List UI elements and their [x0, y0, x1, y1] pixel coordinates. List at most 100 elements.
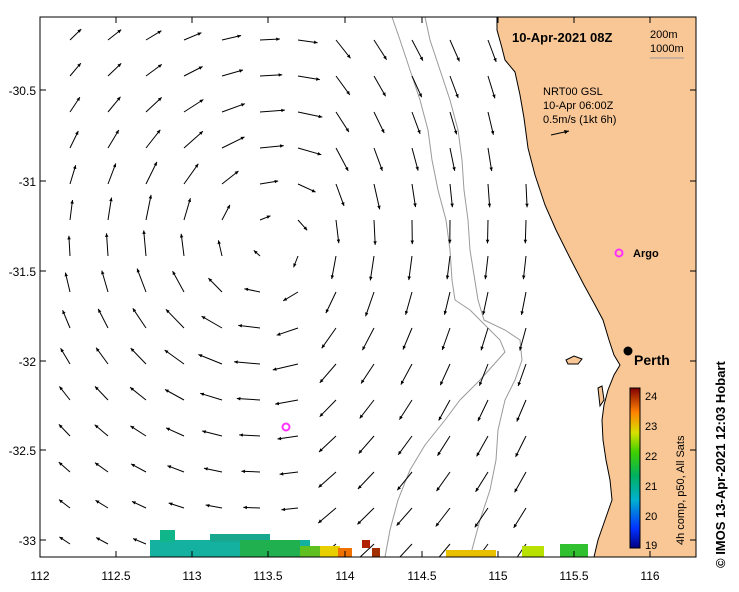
current-arrowhead	[365, 312, 368, 316]
current-arrow	[137, 269, 146, 292]
lon-tick-label: 115	[488, 569, 507, 583]
colorbar-tick-label: 24	[645, 391, 657, 403]
current-arrowhead	[488, 204, 491, 208]
sst-patches	[150, 530, 588, 557]
current-arrow	[370, 256, 374, 280]
current-arrowhead	[67, 236, 71, 240]
colorbar-scale	[630, 388, 640, 548]
current-arrow	[165, 350, 184, 364]
current-arrow	[146, 162, 157, 184]
lat-tick-label: -31	[19, 175, 37, 189]
current-arrowhead	[452, 167, 455, 171]
current-arrow	[298, 112, 322, 117]
sst-patch	[160, 530, 175, 542]
current-arrow	[146, 195, 151, 220]
current-arrowhead	[113, 163, 116, 167]
current-arrow	[166, 309, 184, 328]
sst-patch	[372, 548, 380, 557]
current-arrow	[144, 230, 146, 256]
lat-tick-label: -32.5	[9, 444, 37, 458]
isobath-200m	[425, 17, 522, 557]
sst-patch	[362, 540, 370, 548]
current-arrowhead	[318, 115, 322, 118]
current-arrowhead	[380, 167, 383, 171]
current-arrowhead	[373, 241, 377, 245]
current-arrowhead	[396, 557, 400, 561]
current-arrow	[336, 148, 348, 171]
colorbar-tick-label: 21	[645, 481, 657, 493]
current-arrow	[222, 104, 245, 112]
current-arrow	[322, 328, 336, 348]
map-title: 10-Apr-2021 08Z	[512, 30, 612, 45]
current-arrowhead	[491, 131, 494, 135]
current-arrowhead	[486, 240, 490, 244]
current-arrowhead	[331, 275, 334, 279]
current-arrowhead	[493, 58, 496, 62]
current-arrowhead	[455, 94, 458, 98]
current-vectors	[59, 29, 529, 563]
island	[566, 356, 582, 364]
sst-patch	[446, 550, 496, 557]
product-time: 10-Apr 06:00Z	[543, 100, 614, 112]
current-arrow	[133, 308, 146, 328]
current-arrow	[198, 355, 222, 365]
lon-tick-label: 113	[182, 569, 201, 583]
current-arrow	[320, 364, 336, 383]
lon-tick-label: 116	[640, 569, 659, 583]
lat-tick-label: -33	[19, 534, 37, 548]
current-arrowhead	[204, 467, 208, 470]
current-arrowhead	[273, 367, 277, 370]
sst-patch	[522, 546, 544, 557]
current-arrowhead	[518, 382, 521, 386]
lon-tick-label: 114.5	[407, 569, 436, 583]
current-arrowhead	[281, 109, 285, 112]
current-arrowhead	[525, 204, 529, 208]
current-arrowhead	[239, 433, 243, 436]
current-arrowhead	[513, 559, 516, 563]
current-arrowhead	[244, 288, 248, 291]
current-arrow	[184, 164, 198, 184]
current-arrowhead	[277, 332, 281, 335]
current-map: 112 112.5 113 113.5 114 114.5 115 115.5 …	[0, 0, 739, 592]
current-arrow	[374, 148, 382, 171]
current-arrow	[222, 137, 245, 148]
current-arrowhead	[279, 73, 283, 76]
argo-label: Argo	[633, 248, 659, 260]
credit-text: © IMOS 13-Apr-2021 12:03 Hobart	[713, 361, 728, 568]
lat-tick-label: -31.5	[9, 265, 37, 279]
colorbar-tick-label: 22	[645, 451, 657, 463]
current-arrow	[409, 256, 412, 280]
perth-marker	[624, 347, 633, 356]
current-arrowhead	[105, 233, 108, 237]
land-mass	[497, 17, 696, 557]
current-arrowhead	[417, 130, 420, 134]
current-arrow	[234, 362, 260, 364]
island	[598, 386, 604, 406]
scale-label: 0.5m/s (1kt 6h)	[543, 114, 616, 126]
product-name: NRT00 GSL	[543, 86, 603, 98]
colorbar-label: 4h comp, p50, All Sats	[675, 435, 687, 545]
current-arrowhead	[521, 311, 524, 315]
lon-tick-label: 112	[30, 569, 49, 583]
current-arrowhead	[169, 503, 173, 506]
lat-axis-labels: -30.5 -31 -31.5 -32 -32.5 -33	[9, 84, 37, 548]
lat-tick-label: -30.5	[9, 84, 37, 98]
current-arrow	[362, 328, 374, 350]
current-arrowhead	[411, 241, 415, 245]
current-arrow	[273, 364, 298, 370]
current-arrowhead	[435, 558, 439, 562]
current-arrowhead	[109, 198, 112, 202]
current-arrow	[184, 131, 203, 148]
current-arrowhead	[237, 397, 241, 401]
current-arrow	[396, 544, 412, 561]
lon-axis-labels: 112 112.5 113 113.5 114 114.5 115 115.5 …	[30, 569, 659, 583]
current-arrowhead	[474, 559, 478, 563]
current-arrow	[374, 184, 380, 209]
current-arrowhead	[276, 38, 280, 41]
current-arrow	[260, 110, 285, 112]
colorbar-tick-label: 20	[645, 511, 657, 523]
sst-patch	[320, 546, 340, 557]
current-arrow	[374, 220, 375, 245]
current-arrowhead	[280, 144, 284, 148]
lon-tick-label: 112.5	[101, 569, 130, 583]
